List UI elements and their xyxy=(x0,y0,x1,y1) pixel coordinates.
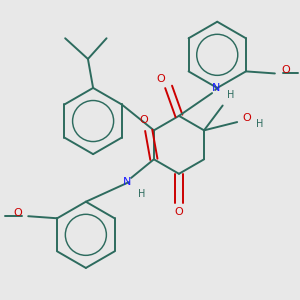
Text: N: N xyxy=(123,177,131,187)
Text: O: O xyxy=(156,74,165,84)
Text: O: O xyxy=(242,113,251,123)
Text: N: N xyxy=(212,83,220,93)
Text: O: O xyxy=(139,115,148,125)
Text: O: O xyxy=(13,208,22,218)
Text: O: O xyxy=(281,65,290,75)
Text: H: H xyxy=(138,190,145,200)
Text: H: H xyxy=(227,90,234,100)
Text: O: O xyxy=(175,207,183,217)
Text: H: H xyxy=(256,119,263,129)
